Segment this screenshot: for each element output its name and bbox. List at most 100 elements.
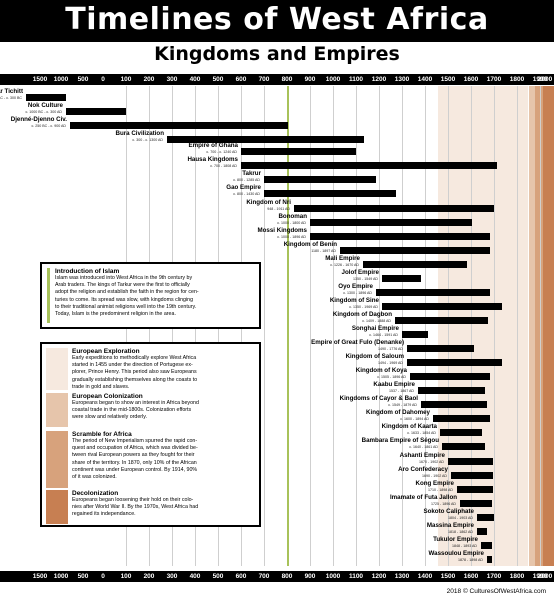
- kingdom-name: Kingdom of Sine: [329, 297, 379, 304]
- era-legend-box: European Exploration Early expeditions to…: [40, 342, 261, 527]
- era-description: European Colonization Europeans began to …: [72, 393, 242, 422]
- kingdom-name: Mali Empire: [325, 255, 360, 262]
- axis-tick-label: 500: [212, 573, 224, 580]
- kingdom-dates: 1804 - 1903 AD: [448, 515, 473, 520]
- kingdom-bar: [421, 401, 487, 408]
- axis-tick-label: 1400: [417, 76, 433, 83]
- kingdom-dates: c. 700 - c. 1240 AD: [206, 149, 237, 154]
- axis-tick-label: 1000: [53, 76, 69, 83]
- grid-line: [517, 86, 518, 566]
- era-text-line: nies after World War II. By the 1970s, W…: [72, 504, 199, 511]
- islam-box-text: Islam was introduced into West Africa in…: [55, 275, 255, 318]
- era-swatch: [46, 431, 68, 488]
- era-text-line: trade in gold and slaves.: [72, 383, 130, 390]
- kingdom-bar: [310, 219, 472, 226]
- axis-tick-label: 1600: [463, 573, 479, 580]
- kingdom-dates: c. 1300 - 1896 AD: [343, 290, 372, 295]
- islam-box-line: adopt the religion and establish the fai…: [55, 289, 199, 296]
- kingdom-dates: c. 700 - 1808 AD: [210, 163, 237, 168]
- kingdom-dates: 1818 - 1862 AD: [448, 529, 473, 534]
- axis-tick-label: 1200: [371, 76, 387, 83]
- kingdom-bar: [448, 458, 493, 465]
- kingdom-bar: [410, 373, 490, 380]
- grid-line: [425, 86, 426, 566]
- kingdom-name: Takrur: [242, 170, 261, 177]
- kingdom-dates: c. 1000 - 1896 AD: [277, 234, 306, 239]
- grid-line: [471, 86, 472, 566]
- era-text-line: Europeans began to show an interest in A…: [72, 400, 199, 406]
- kingdom-name: Kingdom of Saloum: [345, 353, 404, 360]
- kingdom-bar: [26, 94, 66, 101]
- kingdom-dates: c. 1000 - 1800 AD: [277, 220, 306, 225]
- kingdom-name: Kaabu Empire: [373, 381, 415, 388]
- kingdom-bar: [395, 317, 488, 324]
- era-text-line: Early expeditions to methodically explor…: [72, 355, 197, 361]
- kingdom-dates: c. 1600 - 1894 AD: [400, 416, 429, 421]
- era-text-line: continent was under European control. By…: [72, 466, 198, 473]
- kingdom-bar: [440, 429, 482, 436]
- kingdom-bar: [402, 331, 428, 338]
- kingdom-dates: 1350 - 1549 AD: [353, 276, 378, 281]
- islam-marker: [47, 268, 50, 323]
- era-description: European Exploration Early expeditions to…: [72, 348, 242, 391]
- axis-tick-label: 2000: [537, 573, 553, 580]
- kingdom-bar: [442, 443, 485, 450]
- kingdom-bar: [340, 247, 490, 254]
- grid-line: [402, 86, 403, 566]
- kingdom-name: Ashanti Empire: [399, 452, 445, 459]
- kingdom-bar: [264, 176, 376, 183]
- kingdom-dates: 1537 - 1867 AD: [389, 388, 414, 393]
- grid-line: [264, 86, 265, 566]
- axis-tick-label: 2000: [537, 76, 553, 83]
- kingdom-bar: [241, 148, 356, 155]
- era-text-line: tween rival European powers as they foug…: [72, 452, 195, 459]
- grid-line: [333, 86, 334, 566]
- kingdom-bar: [477, 514, 494, 521]
- kingdom-name: Kingdoms of Cayor & Baol: [339, 395, 418, 402]
- kingdom-name: Gao Empire: [226, 184, 261, 191]
- era-text-line: The period of New Imperialism spurred th…: [72, 438, 198, 444]
- era-band: [543, 86, 554, 566]
- top-axis: 1500 1000 500 0 100 200 300 400 500 600 700 800 900 1…: [0, 74, 554, 85]
- axis-tick-label: 1800: [509, 76, 525, 83]
- kingdom-dates: c. 250 BC - c. 900 AD: [31, 123, 66, 128]
- era-title: Decolonization: [72, 490, 119, 497]
- kingdom-bar: [451, 472, 493, 479]
- kingdom-bar: [460, 500, 492, 507]
- kingdom-dates: 1490 - 1776 AD: [378, 346, 403, 351]
- axis-tick-label: 100: [120, 573, 132, 580]
- bottom-axis: 1500 1000 500 0 100 200 300 400 500 600 700 800 900 1…: [0, 571, 554, 582]
- kingdom-name: Empire of Great Fulo (Denanke): [311, 339, 404, 346]
- kingdom-name: Aro Confederacy: [398, 466, 448, 473]
- title-band: [0, 0, 554, 42]
- era-title: European Exploration: [72, 348, 140, 355]
- era-text-line: of it was colonized.: [72, 474, 117, 481]
- kingdom-name: Kingdom of Koya: [355, 367, 407, 374]
- era-text-line: Europeans began loosening their hold on …: [72, 497, 194, 503]
- kingdom-name: Songhai Empire: [351, 325, 399, 332]
- era-swatch: [46, 348, 68, 390]
- kingdom-name: Djenné-Djenno Civ.: [10, 116, 67, 123]
- kingdom-name: Tukulor Empire: [433, 536, 478, 543]
- axis-tick-label: 1400: [417, 573, 433, 580]
- axis-tick-label: 1000: [53, 573, 69, 580]
- kingdom-name: Kong Empire: [415, 480, 454, 487]
- kingdom-name: Bura Civilization: [115, 130, 164, 137]
- kingdom-name: Wassoulou Empire: [428, 550, 484, 557]
- axis-tick-label: 1000: [325, 76, 341, 83]
- era-text-line: gradually establishing themselves along …: [72, 376, 198, 383]
- axis-tick-label: 800: [281, 76, 293, 83]
- axis-tick-label: 300: [166, 573, 178, 580]
- axis-tick-label: 900: [304, 573, 316, 580]
- kingdom-bar: [382, 303, 502, 310]
- kingdom-bar: [487, 556, 492, 563]
- grid-line: [494, 86, 495, 566]
- kingdom-dates: c. 1409 - 1888 AD: [362, 318, 391, 323]
- kingdom-dates: c. 1464 - 1591 AD: [369, 332, 398, 337]
- islam-box-line: turies to come. Its spread was slow, wit…: [55, 296, 194, 303]
- era-text-line: started in 1455 under the direction of P…: [72, 362, 193, 369]
- axis-tick-label: 600: [235, 76, 247, 83]
- islam-box-line: to their traditional animist religions w…: [55, 303, 197, 310]
- kingdom-dates: 1710 - 1898 AD: [428, 487, 453, 492]
- era-swatch: [46, 393, 68, 427]
